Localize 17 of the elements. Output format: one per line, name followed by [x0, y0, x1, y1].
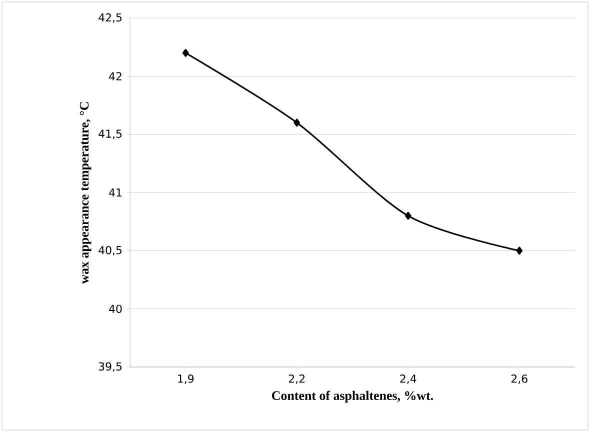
x-tick-label: 2,4 — [400, 374, 416, 384]
x-axis-title: Content of asphaltenes, %wt. — [272, 390, 434, 403]
x-tick-label: 1,9 — [178, 374, 194, 384]
y-tick-label: 42,5 — [98, 13, 122, 23]
point — [404, 212, 412, 220]
y-tick-label: 42 — [109, 72, 122, 80]
y-axis-title: wax appearance temperature, °C — [80, 102, 92, 284]
point — [182, 48, 189, 57]
x-tick-label: 2,6 — [511, 374, 528, 384]
y-tick-label: 39,5 — [98, 362, 122, 372]
y-tick-label: 41,5 — [98, 130, 122, 139]
y-tick-label: 40 — [109, 304, 122, 313]
x-tick-label: 2,2 — [288, 374, 304, 384]
y-tick-label: 41 — [109, 188, 122, 196]
y-tick-label: 40,5 — [98, 246, 122, 256]
point — [516, 246, 523, 255]
point — [294, 118, 300, 127]
